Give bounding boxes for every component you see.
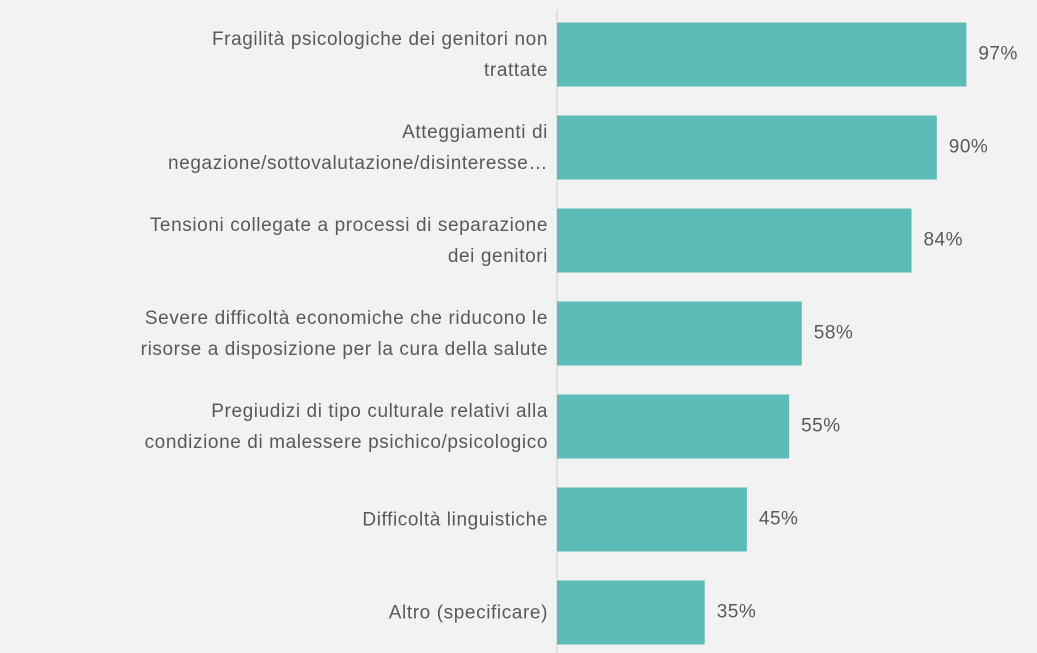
bar <box>557 394 790 459</box>
bar <box>557 22 967 87</box>
value-label: 35% <box>717 602 757 623</box>
value-label: 97% <box>978 44 1018 65</box>
category-label: Severe difficoltà economiche che riducon… <box>140 307 548 360</box>
bar <box>557 487 747 552</box>
value-label: 55% <box>801 416 841 437</box>
bar <box>557 115 937 180</box>
category-label: Tensioni collegate a processi di separaz… <box>149 214 548 267</box>
value-label: 58% <box>814 323 854 344</box>
value-label: 45% <box>759 509 799 530</box>
bar <box>557 301 802 366</box>
category-label: Difficoltà linguistiche <box>362 509 548 530</box>
bar <box>557 580 705 645</box>
category-label: Pregiudizi di tipo culturale relativi al… <box>144 400 548 453</box>
value-label: 90% <box>949 137 989 158</box>
value-label: 84% <box>923 230 963 251</box>
bar <box>557 208 912 273</box>
category-label: Atteggiamenti di negazione/sottovalutazi… <box>168 121 548 174</box>
category-label: Fragilità psicologiche dei genitori non … <box>211 28 548 81</box>
category-label: Altro (specificare) <box>388 602 548 623</box>
